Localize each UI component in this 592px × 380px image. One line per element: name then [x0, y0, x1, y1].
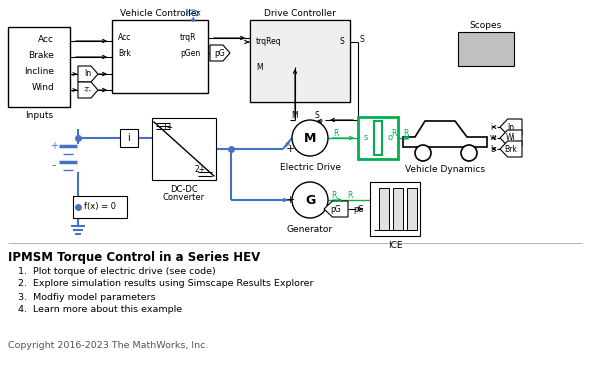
Circle shape	[415, 145, 431, 161]
Text: M: M	[304, 131, 316, 144]
Bar	[407, 188, 417, 230]
Text: i: i	[128, 133, 130, 143]
Polygon shape	[500, 141, 522, 157]
Text: R: R	[333, 128, 339, 138]
Text: DC-DC: DC-DC	[170, 185, 198, 193]
Text: R: R	[348, 190, 353, 200]
Circle shape	[292, 120, 328, 156]
Text: ICE: ICE	[388, 242, 402, 250]
Text: G: G	[305, 193, 315, 206]
Bar	[370, 182, 420, 236]
Text: pGen: pGen	[180, 49, 200, 57]
Bar	[393, 188, 403, 230]
Text: pG: pG	[330, 204, 342, 214]
Text: S: S	[339, 38, 344, 46]
Text: +: +	[286, 195, 295, 205]
Text: i: i	[490, 122, 493, 131]
Text: s: s	[364, 133, 368, 142]
Polygon shape	[403, 121, 487, 147]
Text: +: +	[286, 144, 295, 154]
Text: Copyright 2016-2023 The MathWorks, Inc.: Copyright 2016-2023 The MathWorks, Inc.	[8, 340, 208, 350]
Text: Electric Drive: Electric Drive	[279, 163, 340, 173]
Bar	[374, 121, 382, 155]
Text: w: w	[490, 133, 496, 142]
Text: Brk: Brk	[504, 144, 517, 154]
Text: Converter: Converter	[163, 193, 205, 203]
Text: Brk: Brk	[118, 49, 131, 57]
Text: b: b	[490, 144, 495, 154]
Bar	[8, 27, 70, 107]
Text: Drive Controller: Drive Controller	[264, 8, 336, 17]
Polygon shape	[210, 45, 230, 61]
Text: Scopes: Scopes	[470, 21, 502, 30]
Text: R: R	[403, 128, 408, 138]
Bar	[120, 129, 138, 147]
Text: o: o	[387, 133, 392, 142]
Text: IPMSM Torque Control in a Series HEV: IPMSM Torque Control in a Series HEV	[8, 250, 260, 263]
Text: R: R	[332, 190, 337, 200]
Polygon shape	[500, 119, 522, 135]
Text: Wi: Wi	[506, 133, 516, 142]
Text: S: S	[360, 35, 365, 43]
Text: 1+: 1+	[162, 124, 173, 133]
Text: 2.  Explore simulation results using Simscape Results Explorer: 2. Explore simulation results using Sims…	[18, 280, 314, 288]
Text: Brake: Brake	[28, 51, 54, 60]
Text: 2+: 2+	[195, 166, 206, 174]
Text: In: In	[85, 70, 92, 79]
Bar	[112, 20, 208, 93]
Text: S: S	[314, 111, 319, 120]
Polygon shape	[500, 130, 522, 146]
Text: Acc: Acc	[38, 35, 54, 43]
Circle shape	[292, 182, 328, 218]
Circle shape	[461, 145, 477, 161]
Text: Incline: Incline	[24, 66, 54, 76]
Polygon shape	[78, 82, 98, 98]
Text: f(x) = 0: f(x) = 0	[84, 203, 116, 212]
Text: +: +	[50, 141, 58, 151]
Bar	[250, 20, 350, 102]
Text: Inputs: Inputs	[25, 111, 53, 119]
Text: Wind: Wind	[31, 82, 54, 92]
Text: Generator: Generator	[287, 225, 333, 234]
Text: In: In	[507, 122, 514, 131]
Bar	[458, 32, 514, 66]
Text: 1.  Plot torque of electric drive (see code): 1. Plot torque of electric drive (see co…	[18, 266, 215, 276]
Text: Vehicle Controller: Vehicle Controller	[120, 8, 200, 17]
Text: trqR: trqR	[180, 33, 197, 43]
Text: M: M	[292, 111, 298, 120]
Circle shape	[191, 19, 195, 22]
Text: pG: pG	[353, 204, 364, 214]
Text: Vehicle Dynamics: Vehicle Dynamics	[405, 165, 485, 174]
Bar	[73, 196, 127, 218]
Text: R: R	[392, 128, 397, 138]
Polygon shape	[78, 66, 98, 82]
Text: M: M	[256, 62, 263, 71]
Text: 4.  Learn more about this example: 4. Learn more about this example	[18, 306, 182, 315]
Text: 3.  Modfiy model parameters: 3. Modfiy model parameters	[18, 293, 156, 301]
Polygon shape	[324, 201, 348, 217]
Bar	[251, 21, 349, 101]
Bar	[358, 117, 398, 159]
Text: trqReq: trqReq	[256, 38, 282, 46]
Text: -T-: -T-	[84, 87, 92, 93]
Text: Acc: Acc	[118, 33, 131, 43]
Bar	[379, 188, 389, 230]
Text: pG: pG	[215, 49, 226, 57]
Bar	[152, 118, 216, 180]
Text: -: -	[52, 160, 56, 173]
